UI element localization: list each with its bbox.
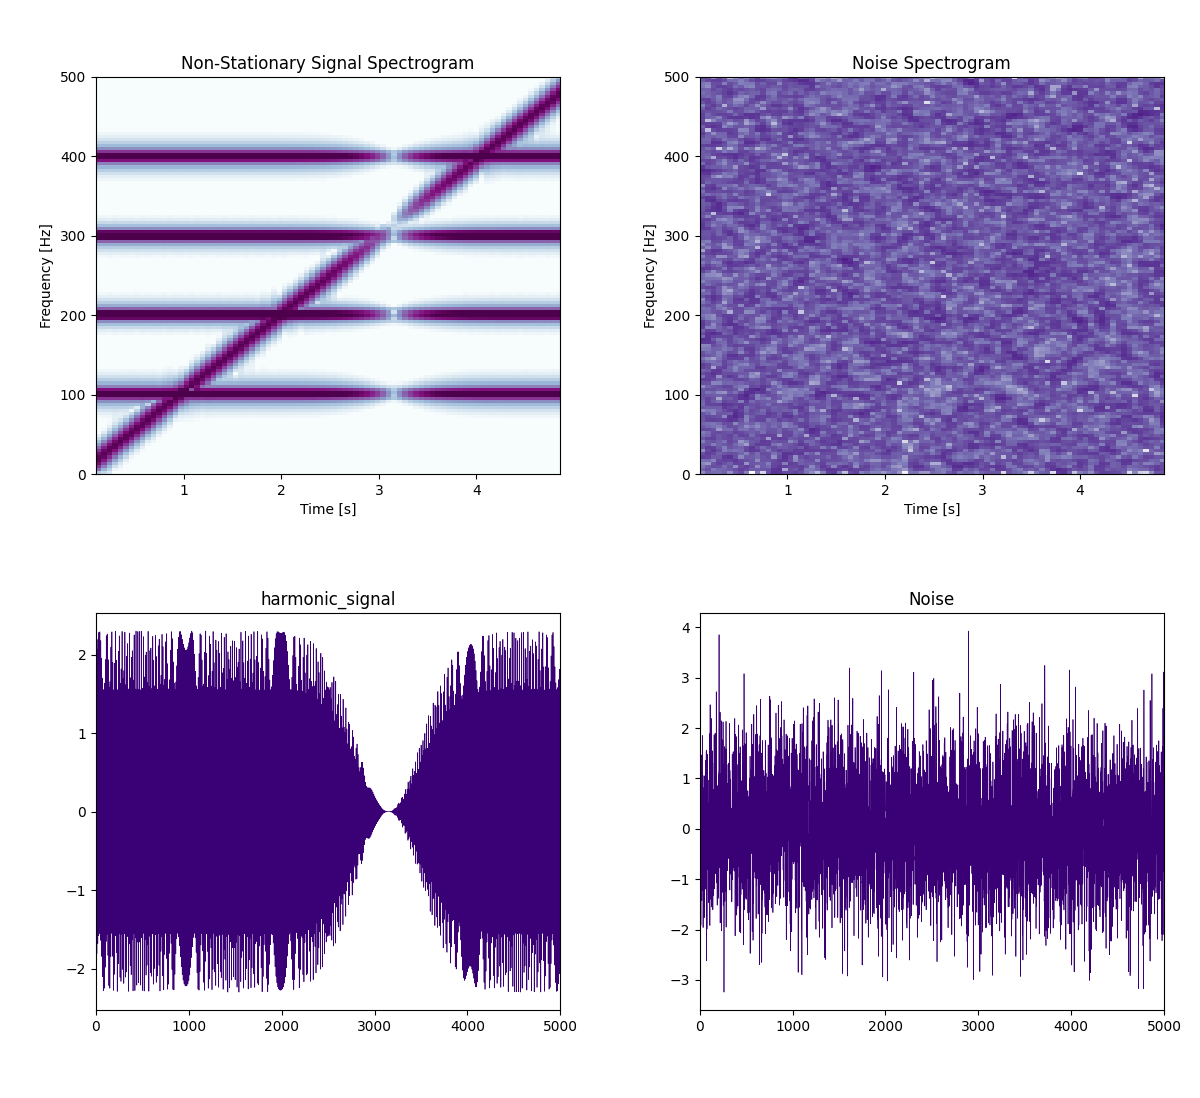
X-axis label: Time [s]: Time [s]	[300, 503, 356, 517]
Title: Noise: Noise	[908, 591, 955, 608]
Title: Noise Spectrogram: Noise Spectrogram	[852, 55, 1012, 72]
X-axis label: Time [s]: Time [s]	[904, 503, 960, 517]
Y-axis label: Frequency [Hz]: Frequency [Hz]	[644, 223, 658, 328]
Y-axis label: Frequency [Hz]: Frequency [Hz]	[41, 223, 54, 328]
Title: harmonic_signal: harmonic_signal	[260, 591, 396, 609]
Title: Non-Stationary Signal Spectrogram: Non-Stationary Signal Spectrogram	[181, 55, 475, 72]
